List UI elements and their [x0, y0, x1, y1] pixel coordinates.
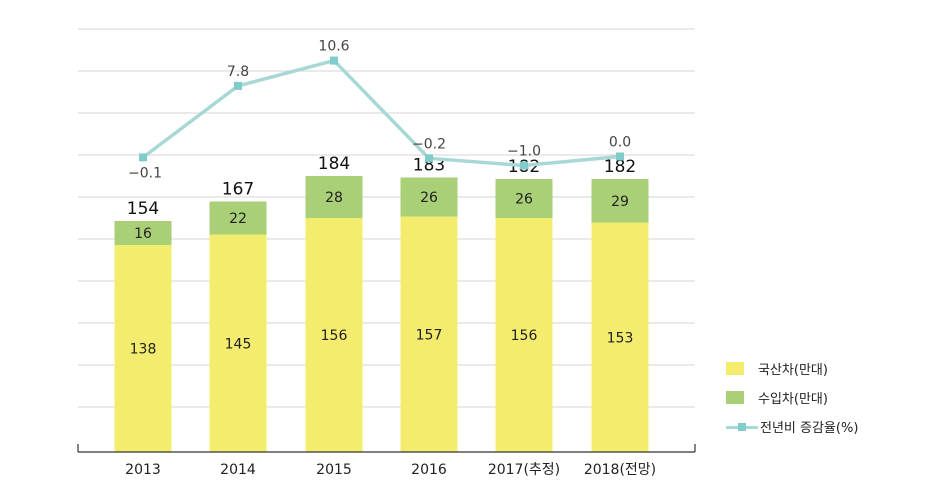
x-tick-label: 2017(추정) — [488, 462, 560, 478]
growth-label: −1.0 — [507, 144, 541, 160]
x-tick-label: 2016 — [411, 462, 447, 478]
data-label-import: 22 — [229, 211, 247, 227]
growth-label: −0.1 — [128, 165, 162, 181]
data-label-import: 29 — [611, 194, 629, 210]
growth-marker — [234, 81, 242, 90]
bar-domestic — [209, 234, 267, 452]
x-tick-label: 2013 — [125, 462, 161, 478]
growth-marker — [616, 152, 624, 161]
data-label-domestic: 153 — [607, 330, 634, 346]
growth-marker — [520, 161, 528, 170]
bar-domestic — [400, 216, 458, 452]
legend-item-growth: 전년비 증감율(%) — [726, 416, 926, 436]
bar-domestic — [495, 218, 553, 452]
bar-import — [591, 179, 649, 223]
data-label-domestic: 156 — [321, 328, 348, 344]
data-label-total: 154 — [127, 199, 159, 219]
growth-label: 0.0 — [609, 135, 631, 151]
growth-marker — [425, 154, 433, 163]
data-label-total: 167 — [222, 180, 254, 200]
data-label-total: 182 — [604, 157, 636, 177]
x-tick-label: 2014 — [220, 462, 256, 478]
growth-label: −0.2 — [412, 136, 446, 152]
legend-label-import: 수입차(만대) — [758, 391, 828, 407]
data-label-import: 26 — [515, 192, 533, 208]
bar-import — [495, 179, 553, 218]
legend-label-domestic: 국산차(만대) — [758, 362, 828, 378]
data-label-import: 28 — [325, 190, 343, 206]
x-axis: 2013 2014 2015 2016 2017(추정) 2018(전망) — [77, 444, 696, 478]
legend-swatch-domestic — [726, 361, 744, 375]
data-label-domestic: 138 — [130, 342, 157, 358]
bar-import — [400, 177, 458, 217]
data-label-import: 26 — [420, 190, 438, 206]
data-label-total: 184 — [318, 154, 350, 174]
growth-marker — [139, 153, 147, 162]
legend-swatch-import — [726, 390, 744, 404]
bars: 1381615414522167156281841572618315626182… — [114, 154, 649, 452]
legend-swatch-growth — [726, 420, 758, 433]
data-label-domestic: 156 — [511, 328, 538, 344]
bar-import — [305, 176, 363, 218]
data-label-domestic: 157 — [416, 327, 443, 343]
x-tick-label: 2015 — [316, 462, 352, 478]
bar-domestic — [305, 218, 363, 452]
growth-line — [141, 58, 621, 168]
growth-marker — [330, 56, 338, 65]
bar-domestic — [114, 245, 172, 452]
growth-label: 7.8 — [227, 64, 249, 80]
data-label-domestic: 145 — [225, 336, 252, 352]
bar-import — [114, 221, 172, 245]
x-tick-label: 2018(전망) — [584, 462, 656, 478]
line-series: −0.1 7.8 10.6 −0.2 −1.0 0.0 — [128, 39, 631, 182]
data-label-import: 16 — [134, 226, 152, 242]
legend-item-domestic: 국산차(만대) — [726, 358, 926, 378]
legend-label-growth: 전년비 증감율(%) — [760, 420, 859, 436]
legend: 국산차(만대) 수입차(만대) 전년비 증감율(%) — [726, 358, 926, 445]
growth-label: 10.6 — [318, 39, 349, 55]
bar-import — [209, 201, 267, 235]
legend-item-import: 수입차(만대) — [726, 387, 926, 407]
bar-domestic — [591, 222, 649, 452]
